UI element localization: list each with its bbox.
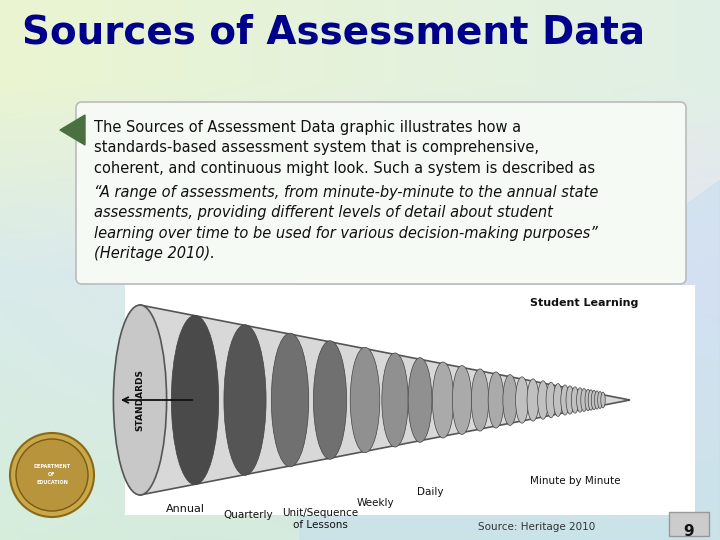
Text: Student Learning: Student Learning: [530, 298, 639, 308]
Polygon shape: [300, 180, 720, 540]
Text: Sources of Assessment Data: Sources of Assessment Data: [22, 13, 645, 51]
Polygon shape: [60, 115, 85, 145]
FancyBboxPatch shape: [125, 285, 695, 515]
Ellipse shape: [527, 379, 539, 421]
Text: Minute by Minute: Minute by Minute: [530, 476, 621, 486]
Ellipse shape: [571, 387, 579, 413]
Ellipse shape: [538, 381, 549, 419]
Text: OF: OF: [48, 472, 55, 477]
Ellipse shape: [600, 392, 606, 408]
Ellipse shape: [432, 362, 454, 438]
Ellipse shape: [472, 369, 489, 431]
FancyBboxPatch shape: [76, 102, 686, 284]
Ellipse shape: [503, 375, 517, 426]
Text: Quarterly: Quarterly: [223, 510, 273, 520]
Text: EDUCATION: EDUCATION: [36, 481, 68, 485]
Ellipse shape: [313, 341, 346, 459]
Polygon shape: [140, 305, 630, 495]
Ellipse shape: [591, 390, 597, 410]
Text: The Sources of Assessment Data graphic illustrates how a
standards-based assessm: The Sources of Assessment Data graphic i…: [94, 120, 595, 176]
Ellipse shape: [598, 392, 603, 408]
Ellipse shape: [224, 325, 266, 475]
Ellipse shape: [546, 382, 556, 418]
Text: DEPARTMENT: DEPARTMENT: [33, 464, 71, 469]
Ellipse shape: [554, 383, 562, 416]
Text: Unit/Sequence
of Lessons: Unit/Sequence of Lessons: [282, 508, 358, 530]
Ellipse shape: [585, 389, 591, 411]
Text: “A range of assessments, from minute-by-minute to the annual state
assessments, : “A range of assessments, from minute-by-…: [94, 185, 598, 261]
Text: Source: Heritage 2010: Source: Heritage 2010: [478, 522, 595, 532]
FancyBboxPatch shape: [669, 512, 709, 536]
Ellipse shape: [577, 388, 583, 412]
Ellipse shape: [566, 386, 574, 414]
Text: Daily: Daily: [417, 487, 444, 497]
Text: STANDARDS: STANDARDS: [135, 369, 145, 431]
Ellipse shape: [581, 388, 588, 411]
Ellipse shape: [114, 305, 166, 495]
Ellipse shape: [516, 377, 528, 423]
Text: 9: 9: [684, 524, 694, 539]
Ellipse shape: [382, 353, 408, 447]
Ellipse shape: [561, 385, 570, 415]
Circle shape: [16, 439, 88, 511]
Ellipse shape: [408, 357, 432, 442]
Ellipse shape: [171, 315, 219, 485]
Ellipse shape: [488, 372, 504, 428]
Circle shape: [10, 433, 94, 517]
Ellipse shape: [588, 390, 594, 410]
Ellipse shape: [271, 333, 309, 467]
Text: Weekly: Weekly: [356, 498, 394, 508]
Ellipse shape: [350, 347, 379, 453]
Text: Annual: Annual: [166, 504, 204, 514]
Ellipse shape: [595, 391, 600, 409]
Ellipse shape: [452, 366, 472, 435]
